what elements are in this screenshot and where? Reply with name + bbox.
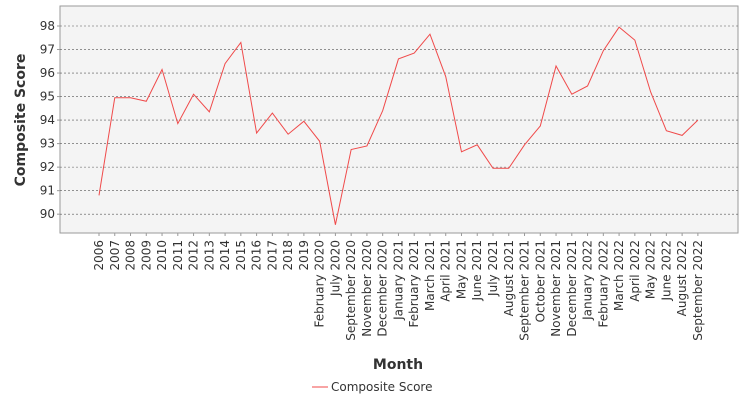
- x-tick-label: 2014: [218, 240, 232, 271]
- x-tick-label: July 2020: [328, 240, 342, 297]
- x-tick-label: 2017: [265, 240, 279, 271]
- y-tick-label: 91: [40, 184, 55, 198]
- x-tick-label: September 2021: [518, 240, 532, 341]
- x-tick-label: August 2021: [502, 240, 516, 316]
- x-tick-label: March 2021: [423, 240, 437, 311]
- y-tick-label: 98: [40, 19, 55, 33]
- y-axis-title: Composite Score: [13, 54, 29, 187]
- x-tick-label: June 2021: [470, 240, 484, 302]
- x-tick-label: November 2020: [360, 240, 374, 337]
- legend: Composite Score: [312, 380, 432, 394]
- x-tick-label: September 2020: [344, 240, 358, 341]
- x-tick-label: June 2022: [659, 240, 673, 302]
- x-axis-ticks: 2006 2007 2008 2009 2010 2011 2012 2013 2014 2015…: [92, 233, 705, 341]
- x-tick-label: 2009: [139, 240, 153, 271]
- x-tick-label: October 2021: [533, 240, 547, 322]
- y-tick-label: 95: [40, 90, 55, 104]
- x-tick-label: February 2021: [407, 240, 421, 328]
- x-tick-label: 2008: [124, 240, 138, 271]
- y-tick-label: 94: [40, 113, 55, 127]
- x-tick-label: February 2022: [596, 240, 610, 328]
- legend-label: Composite Score: [331, 380, 432, 394]
- x-tick-label: 2010: [155, 240, 169, 271]
- x-tick-label: 2015: [234, 240, 248, 271]
- x-tick-label: August 2022: [675, 240, 689, 316]
- x-tick-label: July 2021: [486, 240, 500, 297]
- x-tick-label: February 2020: [313, 240, 327, 328]
- x-tick-label: 2011: [171, 240, 185, 271]
- x-tick-label: 2016: [250, 240, 264, 271]
- series-line: [98, 26, 699, 225]
- x-tick-label: December 2021: [565, 240, 579, 337]
- x-tick-label: 2007: [108, 240, 122, 271]
- x-tick-label: April 2022: [628, 240, 642, 302]
- y-tick-label: 93: [40, 137, 55, 151]
- x-tick-label: May 2021: [454, 240, 468, 299]
- x-tick-label: 2012: [187, 240, 201, 271]
- x-tick-label: January 2021: [391, 240, 405, 321]
- x-tick-label: March 2022: [612, 240, 626, 311]
- x-tick-label: November 2021: [549, 240, 563, 337]
- x-tick-label: May 2022: [644, 240, 658, 299]
- x-tick-label: January 2022: [581, 240, 595, 321]
- x-tick-label: 2018: [281, 240, 295, 271]
- x-axis-title: Month: [373, 357, 423, 373]
- plot-area: [59, 5, 739, 234]
- grid-lines: [60, 25, 738, 215]
- y-tick-label: 90: [40, 207, 55, 221]
- y-tick-label: 97: [40, 43, 55, 57]
- x-tick-label: September 2022: [691, 240, 705, 341]
- x-tick-label: 2013: [202, 240, 216, 271]
- x-tick-label: April 2021: [439, 240, 453, 302]
- y-tick-label: 96: [40, 66, 55, 80]
- x-tick-label: 2006: [92, 240, 106, 271]
- x-tick-label: December 2020: [376, 240, 390, 337]
- y-axis-ticks: 90 91 92 93 94 95 96 97 98: [40, 19, 60, 221]
- y-tick-label: 92: [40, 160, 55, 174]
- x-tick-label: 2019: [297, 240, 311, 271]
